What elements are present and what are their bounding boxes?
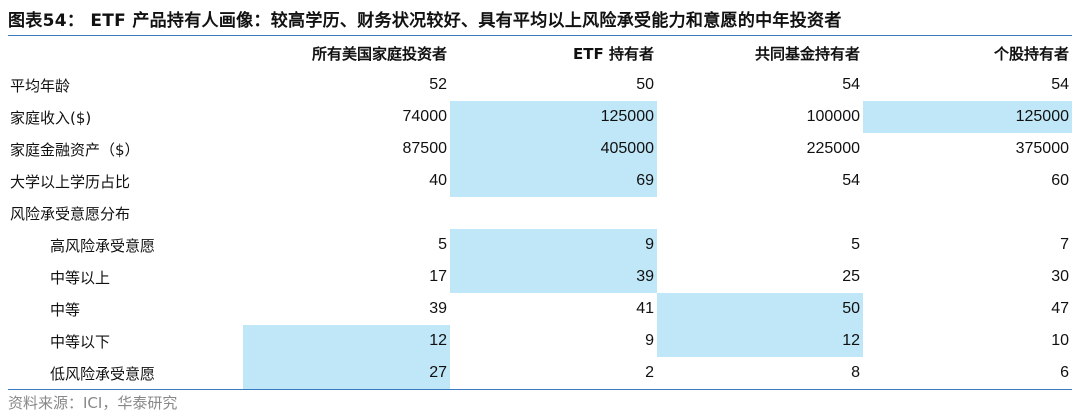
cell (863, 197, 1072, 229)
row: 中等 39 41 50 47 (8, 293, 1072, 325)
title-rule (8, 35, 1072, 36)
cell: 9 (645, 332, 654, 349)
cell: 27 (243, 357, 450, 390)
cell: 87500 (402, 140, 448, 157)
cell: 30 (1051, 268, 1069, 285)
row: 家庭收入($) 74000 125000 100000 125000 (8, 101, 1072, 133)
cell: 125000 (863, 101, 1072, 133)
row: 平均年龄 52 50 54 54 (8, 69, 1072, 101)
cell: 5 (438, 236, 447, 253)
cell: 12 (657, 325, 863, 357)
cell: 7 (1060, 236, 1069, 253)
row-label: 家庭收入($) (10, 108, 92, 127)
header-cell: 个股持有者 (993, 44, 1069, 63)
cell: 52 (429, 76, 447, 93)
cell: 8 (657, 357, 863, 390)
row-label: 平均年龄 (10, 76, 71, 95)
header-cell: 共同基金持有者 (754, 44, 860, 63)
cell: 6 (863, 357, 1072, 390)
row: 大学以上学历占比 40 69 54 60 (8, 165, 1072, 197)
row: 家庭金融资产（$） 87500 405000 225000 375000 (8, 133, 1072, 165)
cell: 69 (450, 165, 657, 197)
table: 所有美国家庭投资者 ETF 持有者 共同基金持有者 个股持有者 平均年龄 52 … (8, 37, 1072, 390)
row: 高风险承受意愿 5 9 5 7 (8, 229, 1072, 261)
cell: 47 (1051, 300, 1069, 317)
cell: 10 (1051, 332, 1069, 349)
header-cell: 所有美国家庭投资者 (311, 44, 447, 63)
cell: 405000 (450, 133, 657, 165)
row-label: 高风险承受意愿 (50, 236, 156, 255)
header-cell (8, 37, 243, 69)
row-label: 家庭金融资产（$） (10, 140, 140, 159)
cell: 54 (842, 172, 860, 189)
row: 低风险承受意愿 27 2 8 6 (8, 357, 1072, 390)
row-label: 中等以下 (50, 332, 111, 351)
cell: 100000 (806, 108, 860, 125)
cell: 54 (842, 76, 860, 93)
cell: 50 (657, 293, 863, 325)
cell: 41 (636, 300, 654, 317)
row: 中等以上 17 39 25 30 (8, 261, 1072, 293)
row: 中等以下 12 9 12 10 (8, 325, 1072, 357)
row-label: 中等 (50, 300, 81, 319)
cell: 39 (429, 300, 447, 317)
cell (450, 197, 657, 229)
cell: 50 (636, 76, 654, 93)
row-label: 风险承受意愿分布 (10, 204, 131, 223)
cell: 60 (1051, 172, 1069, 189)
cell: 74000 (402, 108, 448, 125)
cell: 225000 (806, 140, 860, 157)
row-label: 大学以上学历占比 (10, 172, 131, 191)
cell (243, 197, 450, 229)
row: 风险承受意愿分布 (8, 197, 1072, 229)
cell: 54 (1051, 76, 1069, 93)
cell: 9 (450, 229, 657, 261)
header-cell: ETF 持有者 (573, 44, 654, 63)
cell: 17 (429, 268, 447, 285)
cell (657, 197, 863, 229)
row-label: 低风险承受意愿 (8, 357, 243, 390)
cell: 5 (851, 236, 860, 253)
cell: 40 (429, 172, 447, 189)
source-note: 资料来源：ICI，华泰研究 (8, 394, 178, 412)
cell: 2 (450, 357, 657, 390)
cell: 375000 (1015, 140, 1069, 157)
cell: 125000 (450, 101, 657, 133)
title: 图表54： ETF 产品持有人画像：较高学历、财务状况较好、具有平均以上风险承受… (8, 11, 842, 31)
header-row: 所有美国家庭投资者 ETF 持有者 共同基金持有者 个股持有者 (8, 37, 1072, 69)
row-label: 中等以上 (50, 268, 111, 287)
cell: 39 (450, 261, 657, 293)
cell: 25 (842, 268, 860, 285)
cell: 12 (243, 325, 450, 357)
